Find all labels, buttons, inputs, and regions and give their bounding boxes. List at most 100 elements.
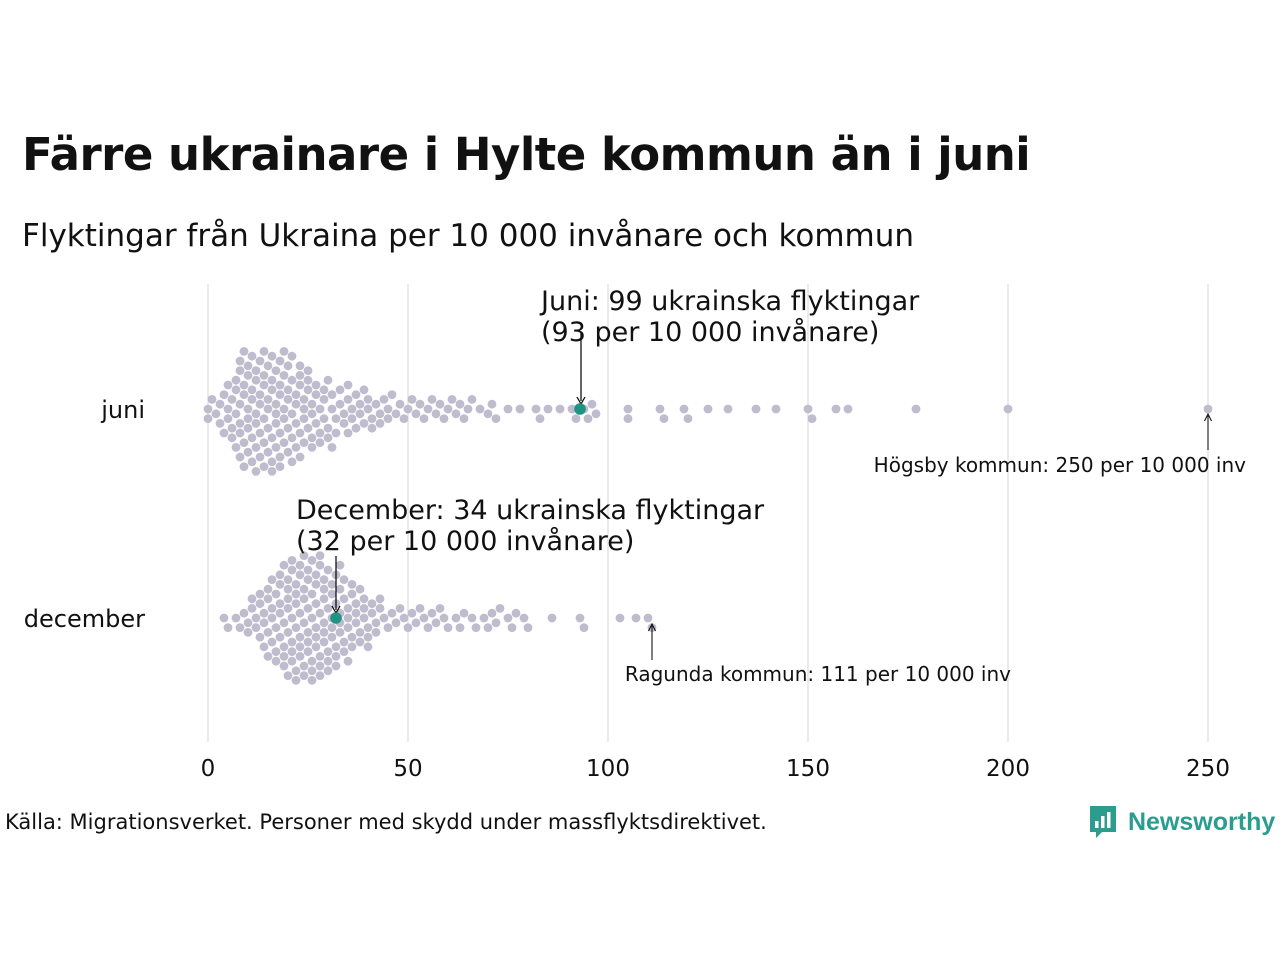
dot-juni-42 bbox=[251, 375, 261, 385]
dot-december-73 bbox=[303, 575, 313, 584]
dot-december-47 bbox=[287, 647, 297, 656]
brand-name: Newsworthy bbox=[1128, 807, 1276, 836]
dot-december-64 bbox=[299, 594, 309, 604]
dot-juni-192 bbox=[587, 399, 597, 409]
dot-juni-185 bbox=[535, 414, 545, 423]
highlight-dot-december bbox=[330, 612, 342, 624]
dot-december-84 bbox=[311, 642, 321, 652]
dot-december-106 bbox=[327, 632, 337, 642]
dot-december-123 bbox=[343, 613, 353, 623]
dot-december-45 bbox=[287, 613, 297, 623]
dot-december-172 bbox=[483, 623, 493, 632]
dot-juni-141 bbox=[351, 390, 361, 399]
dot-juni-196 bbox=[655, 404, 665, 414]
dot-december-157 bbox=[411, 618, 421, 628]
dot-december-139 bbox=[359, 594, 369, 604]
dot-juni-20 bbox=[235, 428, 245, 438]
dot-juni-13 bbox=[227, 433, 237, 443]
dot-juni-62 bbox=[267, 385, 277, 395]
x-tick-label-250: 250 bbox=[1186, 756, 1230, 782]
dot-juni-11 bbox=[227, 395, 237, 404]
dot-december-156 bbox=[407, 608, 417, 618]
dot-december-97 bbox=[319, 584, 329, 594]
dot-december-20 bbox=[263, 652, 273, 661]
dot-december-116 bbox=[335, 628, 345, 637]
dot-juni-169 bbox=[435, 399, 445, 409]
dot-december-31 bbox=[275, 632, 285, 642]
dot-december-145 bbox=[371, 618, 381, 628]
dot-december-151 bbox=[387, 608, 397, 618]
dot-december-179 bbox=[519, 613, 529, 623]
annotation-line2-december: (32 per 10 000 invånare) bbox=[296, 526, 634, 557]
dot-juni-70 bbox=[271, 419, 281, 428]
dot-juni-182 bbox=[503, 404, 513, 414]
dot-juni-8 bbox=[223, 404, 233, 414]
dot-december-10 bbox=[251, 623, 261, 632]
dot-juni-32 bbox=[243, 371, 253, 380]
chart-bubble-icon bbox=[1090, 806, 1116, 838]
annotation-line1-december: December: 34 ukrainska flyktingar bbox=[296, 495, 765, 526]
dot-december-55 bbox=[291, 666, 301, 676]
dot-december-81 bbox=[311, 623, 321, 632]
dot-juni-65 bbox=[267, 457, 277, 467]
dot-juni-66 bbox=[267, 351, 277, 361]
dot-juni-199 bbox=[683, 414, 693, 423]
dot-juni-101 bbox=[295, 361, 305, 371]
x-tick-label-150: 150 bbox=[786, 756, 830, 782]
dot-juni-208 bbox=[911, 404, 921, 414]
dot-juni-60 bbox=[263, 447, 273, 457]
dot-december-70 bbox=[303, 628, 313, 637]
dot-december-92 bbox=[315, 551, 325, 560]
dot-juni-56 bbox=[259, 347, 269, 356]
dot-juni-7 bbox=[219, 428, 229, 438]
dot-juni-61 bbox=[263, 361, 273, 371]
dot-juni-150 bbox=[367, 423, 377, 433]
dot-december-181 bbox=[547, 613, 557, 623]
dot-juni-83 bbox=[279, 347, 289, 356]
dot-juni-120 bbox=[315, 438, 325, 447]
dot-december-111 bbox=[331, 652, 341, 661]
dot-december-25 bbox=[271, 623, 281, 632]
dot-juni-67 bbox=[267, 467, 277, 476]
dot-juni-0 bbox=[203, 404, 213, 414]
dot-december-62 bbox=[295, 560, 305, 570]
dot-juni-147 bbox=[363, 404, 373, 414]
dot-december-99 bbox=[323, 604, 333, 613]
row-label-juni: juni bbox=[100, 396, 145, 424]
dot-juni-23 bbox=[235, 356, 245, 366]
dot-december-100 bbox=[323, 647, 333, 656]
dot-december-35 bbox=[279, 642, 289, 652]
dot-december-52 bbox=[291, 599, 301, 608]
dot-juni-17 bbox=[231, 443, 241, 452]
dot-december-2 bbox=[231, 613, 241, 623]
dot-december-59 bbox=[295, 642, 305, 652]
dot-december-133 bbox=[351, 599, 361, 608]
dot-december-3 bbox=[235, 623, 245, 632]
dot-juni-206 bbox=[831, 404, 841, 414]
dot-december-12 bbox=[255, 632, 265, 642]
dot-juni-64 bbox=[267, 375, 277, 385]
dot-juni-159 bbox=[395, 399, 405, 409]
dot-juni-21 bbox=[235, 366, 245, 375]
dot-december-80 bbox=[307, 676, 317, 685]
newsworthy-logo[interactable]: Newsworthy bbox=[1088, 804, 1275, 840]
dot-december-90 bbox=[315, 560, 325, 570]
dot-december-118 bbox=[335, 560, 345, 570]
dot-juni-160 bbox=[399, 414, 409, 423]
dot-juni-119 bbox=[315, 428, 325, 438]
dot-juni-9 bbox=[223, 414, 233, 423]
dot-juni-74 bbox=[275, 428, 285, 438]
dot-december-103 bbox=[323, 666, 333, 676]
dot-juni-47 bbox=[255, 390, 265, 399]
dot-december-178 bbox=[511, 608, 521, 618]
x-tick-label-50: 50 bbox=[393, 756, 422, 782]
dot-juni-162 bbox=[407, 395, 417, 404]
dot-december-42 bbox=[283, 584, 293, 594]
dot-juni-173 bbox=[451, 409, 461, 419]
dot-juni-165 bbox=[419, 414, 429, 423]
dot-december-108 bbox=[327, 580, 337, 589]
dot-juni-122 bbox=[319, 395, 329, 404]
dot-december-184 bbox=[615, 613, 625, 623]
dot-december-107 bbox=[327, 589, 337, 599]
dot-juni-121 bbox=[319, 414, 329, 423]
